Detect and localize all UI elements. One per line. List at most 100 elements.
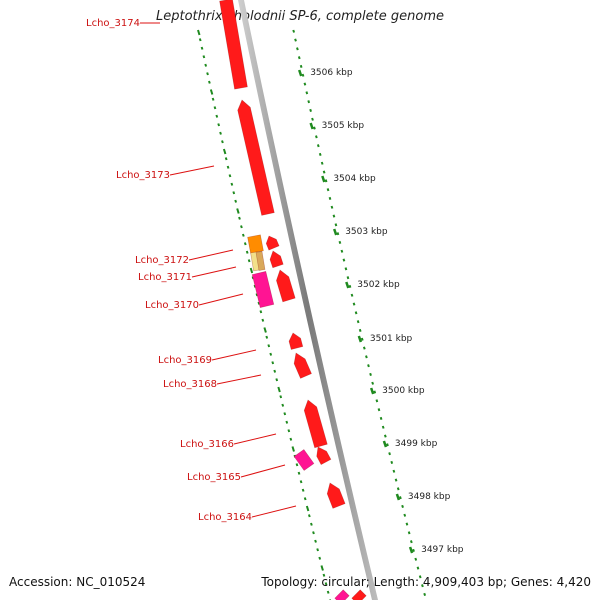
scale-major-tick xyxy=(298,69,303,77)
left-track-minor-tick xyxy=(259,310,263,314)
left-track-minor-tick xyxy=(219,131,222,135)
scale-tick-label: 3505 kbp xyxy=(322,121,365,131)
scale-minor-tick xyxy=(315,135,318,139)
left-track-minor-tick xyxy=(310,522,313,526)
scale-minor-tick xyxy=(399,496,402,500)
left-track-minor-tick xyxy=(226,165,230,169)
gene-feature xyxy=(269,250,284,269)
scale-tick-label: 3498 kbp xyxy=(408,492,451,502)
left-track-minor-tick xyxy=(257,301,261,305)
gene-label-leader xyxy=(251,505,297,518)
scale-minor-tick xyxy=(309,108,312,113)
scale-tick-label: 3499 kbp xyxy=(395,439,438,449)
scale-major-tick xyxy=(408,546,414,554)
left-track-minor-tick xyxy=(314,539,317,543)
left-track-minor-tick xyxy=(215,114,219,118)
left-track-minor-tick xyxy=(271,361,275,365)
scale-minor-tick xyxy=(303,82,307,86)
gene-feature xyxy=(351,589,367,600)
left-track-minor-tick xyxy=(213,106,217,110)
scale-minor-tick xyxy=(297,56,301,60)
gene-feature xyxy=(293,449,315,471)
scale-major-tick xyxy=(357,335,363,343)
topology-text: Topology: circular; Length: 4,909,403 bp… xyxy=(261,575,591,589)
scale-minor-tick xyxy=(340,249,344,253)
scale-minor-tick xyxy=(346,276,350,280)
gene-feature xyxy=(303,399,328,449)
left-track-minor-tick xyxy=(200,46,204,50)
accession-text: Accession: NC_010524 xyxy=(9,575,146,589)
gene-feature xyxy=(293,352,312,379)
scale-minor-tick xyxy=(392,469,396,473)
left-track-minor-tick xyxy=(211,97,215,101)
scale-minor-tick xyxy=(396,487,400,491)
left-track-minor-tick xyxy=(316,548,320,552)
left-track-minor-tick xyxy=(279,395,283,399)
scale-minor-tick xyxy=(350,293,354,297)
scale-minor-tick xyxy=(318,152,322,157)
left-track-minor-tick xyxy=(202,55,206,59)
scale-tick-label: 3497 kbp xyxy=(421,545,464,555)
scale-major-tick xyxy=(395,493,401,501)
gene-feature xyxy=(265,235,280,251)
scale-major-tick xyxy=(345,281,350,289)
gene-feature xyxy=(288,332,304,350)
left-track-minor-tick xyxy=(275,378,279,382)
scale-tick-label: 3504 kbp xyxy=(333,174,376,184)
gene-label: Lcho_3166 xyxy=(180,439,234,450)
scale-minor-tick xyxy=(367,364,370,368)
left-track-minor-tick xyxy=(228,174,232,178)
scale-major-tick xyxy=(369,387,375,395)
scale-minor-tick xyxy=(409,540,413,544)
left-track-minor-tick xyxy=(240,225,243,229)
scale-minor-tick xyxy=(375,399,379,403)
scale-minor-tick xyxy=(386,443,389,447)
scale-major-tick xyxy=(382,440,388,448)
scale-minor-tick xyxy=(301,73,305,77)
scale-minor-tick xyxy=(326,188,330,192)
gene-label: Lcho_3168 xyxy=(163,379,217,390)
gene-label-leader xyxy=(188,249,234,261)
scale-minor-tick xyxy=(328,196,332,201)
left-track-minor-tick xyxy=(217,123,221,127)
left-track-minor-tick xyxy=(295,463,299,467)
scale-minor-tick xyxy=(403,513,407,517)
gene-label: Lcho_3164 xyxy=(198,512,252,523)
left-track-minor-tick xyxy=(261,318,265,322)
scale-minor-tick xyxy=(412,548,415,553)
scale-minor-tick xyxy=(299,64,303,69)
scale-minor-tick xyxy=(311,117,314,121)
gene-feature xyxy=(326,482,346,509)
left-track-minor-tick xyxy=(283,412,287,416)
right-scale-track: 3506 kbp 3505 kbp 3504 kbp 3503 kbp 3502 kbp… xyxy=(292,29,464,597)
left-track-minor-tick xyxy=(318,556,322,560)
gene-label-leader xyxy=(198,293,244,306)
left-track-minor-tick xyxy=(285,420,289,424)
gene-feature xyxy=(247,234,264,254)
left-track-minor-tick xyxy=(324,582,328,586)
left-track-minor-tick xyxy=(221,140,224,144)
gene-label: Lcho_3169 xyxy=(158,355,212,366)
scale-minor-tick xyxy=(371,381,375,385)
scale-minor-tick xyxy=(320,161,324,165)
gene-label: Lcho_3171 xyxy=(138,272,192,283)
scale-tick-label: 3501 kbp xyxy=(370,334,413,344)
left-track-minor-tick xyxy=(245,250,249,254)
gene-feature xyxy=(255,251,266,271)
gene-label: Lcho_3172 xyxy=(135,255,189,266)
scale-minor-tick xyxy=(354,311,358,315)
gene-feature xyxy=(316,446,332,466)
left-track-minor-tick xyxy=(198,38,202,42)
gene-label-leader xyxy=(169,165,215,176)
left-track-minor-tick xyxy=(301,488,305,492)
scale-minor-tick xyxy=(296,47,299,51)
left-track-minor-tick xyxy=(307,514,311,518)
scale-minor-tick xyxy=(316,144,320,148)
left-track-minor-tick xyxy=(224,157,228,161)
scale-minor-tick xyxy=(348,284,352,289)
scale-minor-tick xyxy=(401,504,404,509)
scale-minor-tick xyxy=(344,267,348,271)
left-track-major-tick xyxy=(222,148,227,155)
left-track-minor-tick xyxy=(247,259,251,263)
scale-major-tick xyxy=(333,228,338,236)
